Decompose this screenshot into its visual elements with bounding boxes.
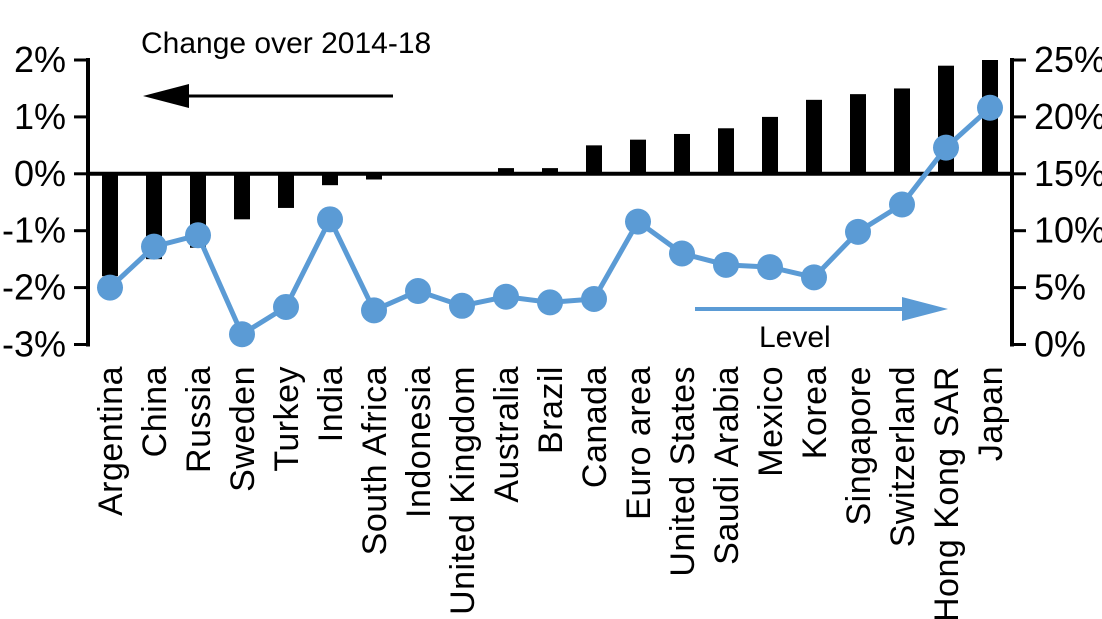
left-tick-label: -2% [2, 267, 66, 308]
data-point-17 [845, 218, 871, 245]
category-label-11: Canada [576, 366, 614, 488]
category-label-5: India [312, 366, 350, 442]
data-point-1 [141, 233, 167, 260]
category-label-8: United Kingdom [444, 366, 482, 615]
right-tick-label: 5% [1034, 267, 1086, 308]
category-label-17: Singapore [840, 366, 878, 526]
right-tick-label: 15% [1034, 153, 1102, 194]
data-point-0 [97, 274, 123, 301]
left-tick-label: -1% [2, 210, 66, 251]
data-point-15 [757, 254, 783, 281]
data-point-13 [669, 240, 695, 267]
data-point-7 [405, 278, 431, 305]
category-label-15: Mexico [752, 366, 790, 477]
data-point-8 [449, 292, 475, 319]
data-point-14 [713, 251, 739, 278]
data-point-9 [493, 283, 519, 310]
bar-6 [366, 173, 382, 180]
right-series-title: Level [759, 321, 831, 354]
category-label-1: China [136, 366, 174, 457]
category-label-14: Saudi Arabia [708, 366, 746, 565]
bar-18 [894, 88, 910, 174]
right-arrow-icon [695, 297, 948, 321]
data-point-18 [889, 191, 915, 218]
bar-14 [718, 128, 734, 174]
left-tick-label: 0% [14, 153, 66, 194]
bar-16 [806, 99, 822, 174]
left-series-title: Change over 2014-18 [141, 27, 432, 60]
right-tick-label: 0% [1034, 324, 1086, 365]
left-tick-label: -3% [2, 324, 66, 365]
category-label-9: Australia [488, 366, 526, 503]
data-point-10 [537, 289, 563, 316]
category-label-12: Euro area [620, 366, 658, 520]
bar-9 [498, 168, 514, 174]
bar-13 [674, 133, 690, 174]
data-point-6 [361, 297, 387, 324]
data-point-12 [625, 208, 651, 235]
left-tick-label: 2% [14, 39, 66, 80]
category-label-0: Argentina [92, 366, 130, 516]
data-point-16 [801, 264, 827, 291]
data-point-5 [317, 206, 343, 233]
category-label-6: South Africa [356, 366, 394, 555]
data-point-19 [933, 134, 959, 161]
category-label-13: United States [664, 366, 702, 577]
category-label-10: Brazil [532, 366, 570, 454]
category-label-18: Switzerland [884, 366, 922, 547]
bar-3 [234, 173, 250, 220]
right-tick-label: 10% [1034, 210, 1102, 251]
bar-11 [586, 145, 602, 174]
category-label-20: Japan [972, 366, 1010, 461]
category-label-19: Hong Kong SAR [928, 366, 966, 619]
bar-4 [278, 173, 294, 208]
data-point-20 [977, 94, 1003, 121]
bar-0 [102, 173, 118, 277]
bar-12 [630, 139, 646, 174]
category-label-4: Turkey [268, 366, 306, 472]
left-tick-label: 1% [14, 96, 66, 137]
category-label-7: Indonesia [400, 366, 438, 518]
data-point-11 [581, 285, 607, 312]
right-tick-label: 20% [1034, 96, 1102, 137]
data-point-4 [273, 293, 299, 320]
right-tick-label: 25% [1034, 39, 1102, 80]
category-label-16: Korea [796, 366, 834, 459]
category-label-3: Sweden [224, 366, 262, 492]
bar-15 [762, 116, 778, 174]
category-label-2: Russia [180, 366, 218, 473]
bar-5 [322, 173, 338, 186]
bar-10 [542, 168, 558, 174]
bar-17 [850, 94, 866, 174]
data-point-3 [229, 321, 255, 348]
data-point-2 [185, 222, 211, 249]
left-arrow-icon [143, 84, 393, 108]
